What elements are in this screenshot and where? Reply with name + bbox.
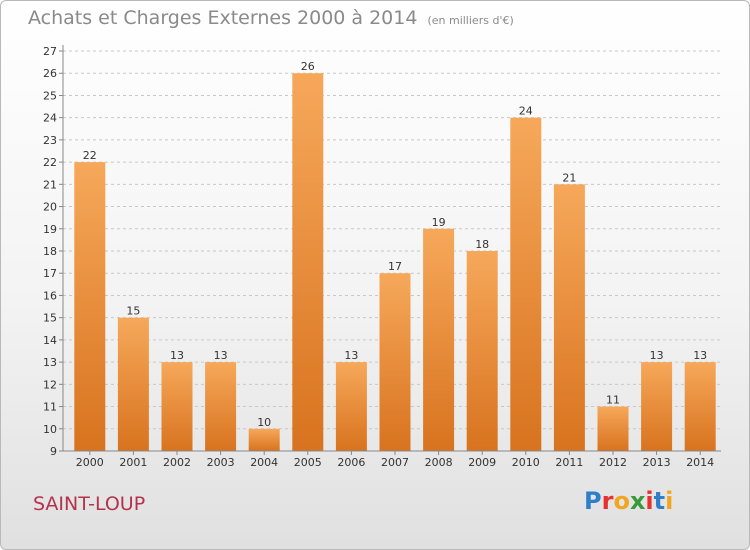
proxiti-logo: Proxiti: [584, 487, 673, 515]
value-label: 13: [214, 349, 228, 362]
y-tick-label: 11: [43, 401, 57, 414]
bar-2009: [466, 251, 498, 451]
x-tick-label: 2000: [76, 456, 104, 469]
value-label: 13: [344, 349, 358, 362]
x-tick-label: 2010: [512, 456, 540, 469]
value-label: 11: [606, 394, 620, 407]
x-tick-label: 2012: [599, 456, 627, 469]
x-tick-label: 2009: [468, 456, 496, 469]
chart-title-text: Achats et Charges Externes 2000 à 2014: [28, 7, 418, 29]
x-tick-label: 2002: [163, 456, 191, 469]
x-tick-label: 2014: [686, 456, 714, 469]
axes: [59, 45, 721, 455]
logo-letter: P: [584, 487, 602, 515]
logo-letter: t: [653, 487, 666, 515]
bars: [74, 73, 716, 452]
value-label: 13: [650, 349, 664, 362]
y-tick-labels: 27 26 25 24 23 22 21 20 19 18 17 16 15 14 13 12 11 10 9: [43, 45, 57, 458]
logo-letter: o: [613, 487, 630, 515]
value-label: 17: [388, 260, 402, 273]
y-tick-label: 23: [43, 134, 57, 147]
x-tick-label: 2006: [337, 456, 365, 469]
value-label: 15: [126, 305, 140, 318]
bar-2000: [74, 162, 106, 451]
value-label: 13: [693, 349, 707, 362]
value-label: 10: [257, 416, 271, 429]
x-tick-labels: 2000 2001 2002 2003 2004 2005 2006 2007 2008 2009…: [76, 456, 714, 469]
bar-2007: [379, 273, 411, 451]
bar-2003: [205, 362, 237, 451]
value-label: 24: [519, 105, 533, 118]
x-tick-label: 2007: [381, 456, 409, 469]
y-tick-label: 24: [43, 112, 57, 125]
value-label: 13: [170, 349, 184, 362]
x-tick-label: 2013: [643, 456, 671, 469]
place-name: SAINT-LOUP: [33, 493, 146, 515]
y-tick-label: 13: [43, 356, 57, 369]
y-tick-label: 12: [43, 378, 57, 391]
y-tick-label: 22: [43, 156, 57, 169]
bar-2011: [553, 184, 585, 452]
bar-2008: [423, 228, 455, 451]
y-tick-label: 16: [43, 289, 57, 302]
y-tick-label: 9: [50, 445, 57, 458]
logo-letter: r: [601, 487, 614, 515]
y-tick-label: 17: [43, 267, 57, 280]
value-label: 21: [562, 171, 576, 184]
y-tick-label: 26: [43, 67, 57, 80]
chart-subtitle: (en milliers d'€): [427, 14, 514, 27]
value-label: 18: [475, 238, 489, 251]
y-tick-label: 15: [43, 312, 57, 325]
bar-2010: [510, 117, 542, 452]
value-labels: 22 15 13 13 10 26 13 17 19 18 24 21 11 13 13: [83, 60, 707, 429]
x-tick-label: 2003: [207, 456, 235, 469]
logo-letter: i: [645, 487, 654, 515]
x-tick-label: 2008: [425, 456, 453, 469]
x-tick-label: 2001: [119, 456, 147, 469]
bar-2002: [161, 362, 193, 451]
bar-2012: [597, 406, 629, 451]
y-tick-label: 25: [43, 89, 57, 102]
y-tick-label: 27: [43, 45, 57, 58]
bar-2014: [684, 362, 716, 451]
x-tick-label: 2004: [250, 456, 278, 469]
y-tick-label: 21: [43, 178, 57, 191]
bar-2005: [292, 73, 324, 451]
y-tick-label: 18: [43, 245, 57, 258]
chart-title: Achats et Charges Externes 2000 à 2014 (e…: [28, 7, 514, 29]
x-tick-label: 2011: [555, 456, 583, 469]
bar-2001: [117, 317, 149, 451]
y-tick-label: 19: [43, 223, 57, 236]
value-label: 22: [83, 149, 97, 162]
bar-2013: [641, 362, 673, 451]
logo-letter: i: [665, 487, 674, 515]
bar-2004: [248, 428, 280, 451]
y-tick-label: 20: [43, 201, 57, 214]
y-tick-label: 10: [43, 423, 57, 436]
y-tick-label: 14: [43, 334, 57, 347]
x-tick-label: 2005: [294, 456, 322, 469]
value-label: 26: [301, 60, 315, 73]
bar-2006: [335, 362, 367, 451]
value-label: 19: [432, 216, 446, 229]
logo-letter: x: [629, 487, 646, 515]
